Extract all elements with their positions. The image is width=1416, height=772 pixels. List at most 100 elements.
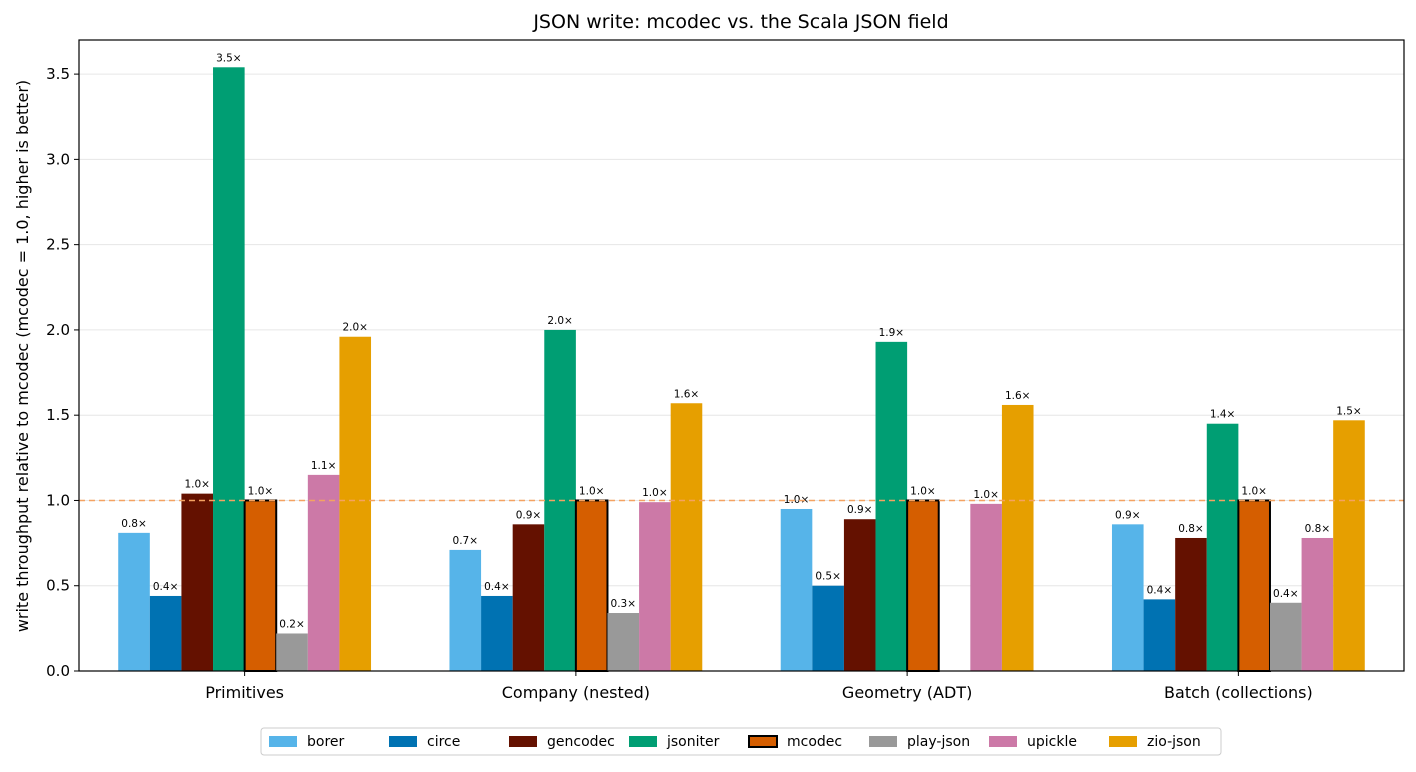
legend-label: upickle	[1027, 734, 1077, 750]
axes-layer: 0.0 0.5 1.0 1.5 2.0 2.5 3.0 3.5 Primitives Compan…	[46, 39, 1405, 702]
legend-swatch	[509, 736, 537, 747]
data-label: 1.0×	[184, 479, 210, 491]
data-label: 1.0×	[973, 489, 999, 501]
plot-frame	[78, 39, 1405, 672]
bar-borer	[1111, 524, 1144, 671]
data-label: 0.4×	[153, 581, 179, 593]
y-tick-label: 1.5	[46, 406, 70, 424]
bar-circe	[481, 595, 513, 671]
legend-item-borer[interactable]: borer	[269, 734, 345, 750]
bar-mcodec	[574, 499, 609, 673]
bar-upickle	[1301, 537, 1334, 671]
bar-zio-json	[1333, 420, 1365, 671]
y-axis-label: write throughput relative to mcodec (mco…	[13, 80, 32, 632]
data-label: 0.9×	[1115, 509, 1141, 521]
data-label: 0.4×	[1147, 584, 1173, 596]
data-label: 1.0×	[642, 487, 668, 499]
chart-title: JSON write: mcodec vs. the Scala JSON fi…	[532, 11, 948, 33]
data-label: 1.6×	[674, 388, 700, 400]
data-label: 1.0×	[910, 485, 936, 497]
legend-item-circe[interactable]: circe	[389, 734, 460, 750]
data-label: 0.7×	[453, 535, 479, 547]
bar-circe	[812, 585, 844, 671]
data-label: 0.9×	[847, 504, 873, 516]
bar-play-json	[1269, 602, 1302, 671]
legend-item-zio-json[interactable]: zio-json	[1109, 734, 1201, 750]
data-label: 1.0×	[248, 485, 274, 497]
legend-item-upickle[interactable]: upickle	[989, 734, 1077, 750]
data-label: 1.9×	[879, 327, 905, 339]
bar-gencodec	[512, 524, 545, 671]
legend-label: gencodec	[547, 734, 615, 750]
legend-label: mcodec	[787, 734, 842, 750]
bar-play-json	[276, 633, 308, 671]
legend: borer circe gencodec jsoniter mcodec play-jso…	[260, 727, 1222, 756]
legend-label: jsoniter	[666, 734, 720, 750]
bar-upickle	[307, 474, 340, 671]
y-tick-label: 3.0	[46, 150, 70, 168]
bar-gencodec	[181, 493, 214, 671]
data-label: 0.8×	[1178, 523, 1204, 535]
legend-swatch	[629, 736, 657, 747]
x-tick-label: Geometry (ADT)	[842, 683, 972, 702]
bars-layer: 0.8× 0.4× 1.0× 3.5× 1.0× 0.2× 1.1× 2.0× 0.7× 0.4×…	[79, 52, 1404, 673]
data-label: 1.0×	[784, 494, 810, 506]
legend-label: borer	[307, 734, 345, 750]
bar-borer	[449, 549, 482, 671]
bar-mcodec	[906, 499, 940, 673]
y-tick-label: 1.0	[46, 491, 70, 509]
bar-circe	[1143, 599, 1176, 671]
legend-item-gencodec[interactable]: gencodec	[509, 734, 615, 750]
data-label: 0.8×	[121, 518, 147, 530]
data-label: 0.3×	[611, 598, 637, 610]
data-label: 0.2×	[279, 618, 305, 630]
bar-mcodec	[1237, 499, 1271, 673]
bar-zio-json	[670, 403, 703, 671]
bar-circe	[149, 595, 182, 671]
y-tick-label: 0.5	[46, 577, 70, 595]
data-label: 1.4×	[1210, 409, 1236, 421]
data-label: 1.0×	[1241, 485, 1267, 497]
data-label: 1.1×	[311, 460, 337, 472]
data-label: 1.0×	[579, 485, 605, 497]
y-tick-label: 0.0	[46, 662, 70, 680]
legend-label: play-json	[907, 734, 970, 750]
bar-borer	[780, 508, 813, 671]
bar-jsoniter	[875, 341, 908, 671]
bar-gencodec	[1175, 537, 1207, 671]
x-tick-label: Company (nested)	[502, 683, 650, 702]
legend-swatch	[748, 735, 778, 748]
legend-item-mcodec[interactable]: mcodec	[748, 734, 842, 750]
legend-item-jsoniter[interactable]: jsoniter	[629, 734, 720, 750]
data-label: 0.9×	[516, 509, 542, 521]
bar-gencodec	[843, 519, 876, 671]
data-label: 2.0×	[547, 315, 573, 327]
bar-upickle	[639, 502, 671, 671]
grid-layer	[79, 73, 1404, 587]
legend-label: circe	[427, 734, 460, 750]
bar-play-json	[607, 613, 640, 671]
legend-swatch	[1109, 736, 1137, 747]
legend-box	[260, 727, 1222, 756]
bar-jsoniter	[1206, 423, 1239, 671]
data-label: 0.5×	[815, 571, 841, 583]
x-tick-label: Primitives	[205, 683, 284, 702]
data-label: 1.5×	[1336, 405, 1362, 417]
data-label: 0.4×	[1273, 588, 1299, 600]
bar-mcodec	[243, 499, 278, 673]
legend-swatch	[869, 736, 897, 747]
bar-borer	[118, 532, 150, 671]
y-tick-label: 3.5	[46, 65, 70, 83]
y-tick-label: 2.0	[46, 321, 70, 339]
data-label: 0.4×	[484, 581, 510, 593]
data-label: 2.0×	[342, 322, 368, 334]
legend-item-play-json[interactable]: play-json	[869, 734, 970, 750]
legend-label: zio-json	[1147, 734, 1201, 750]
data-label: 0.8×	[1305, 523, 1331, 535]
bar-zio-json	[339, 336, 372, 671]
bar-jsoniter	[213, 67, 245, 671]
bar-upickle	[970, 503, 1002, 671]
legend-swatch	[989, 736, 1017, 747]
